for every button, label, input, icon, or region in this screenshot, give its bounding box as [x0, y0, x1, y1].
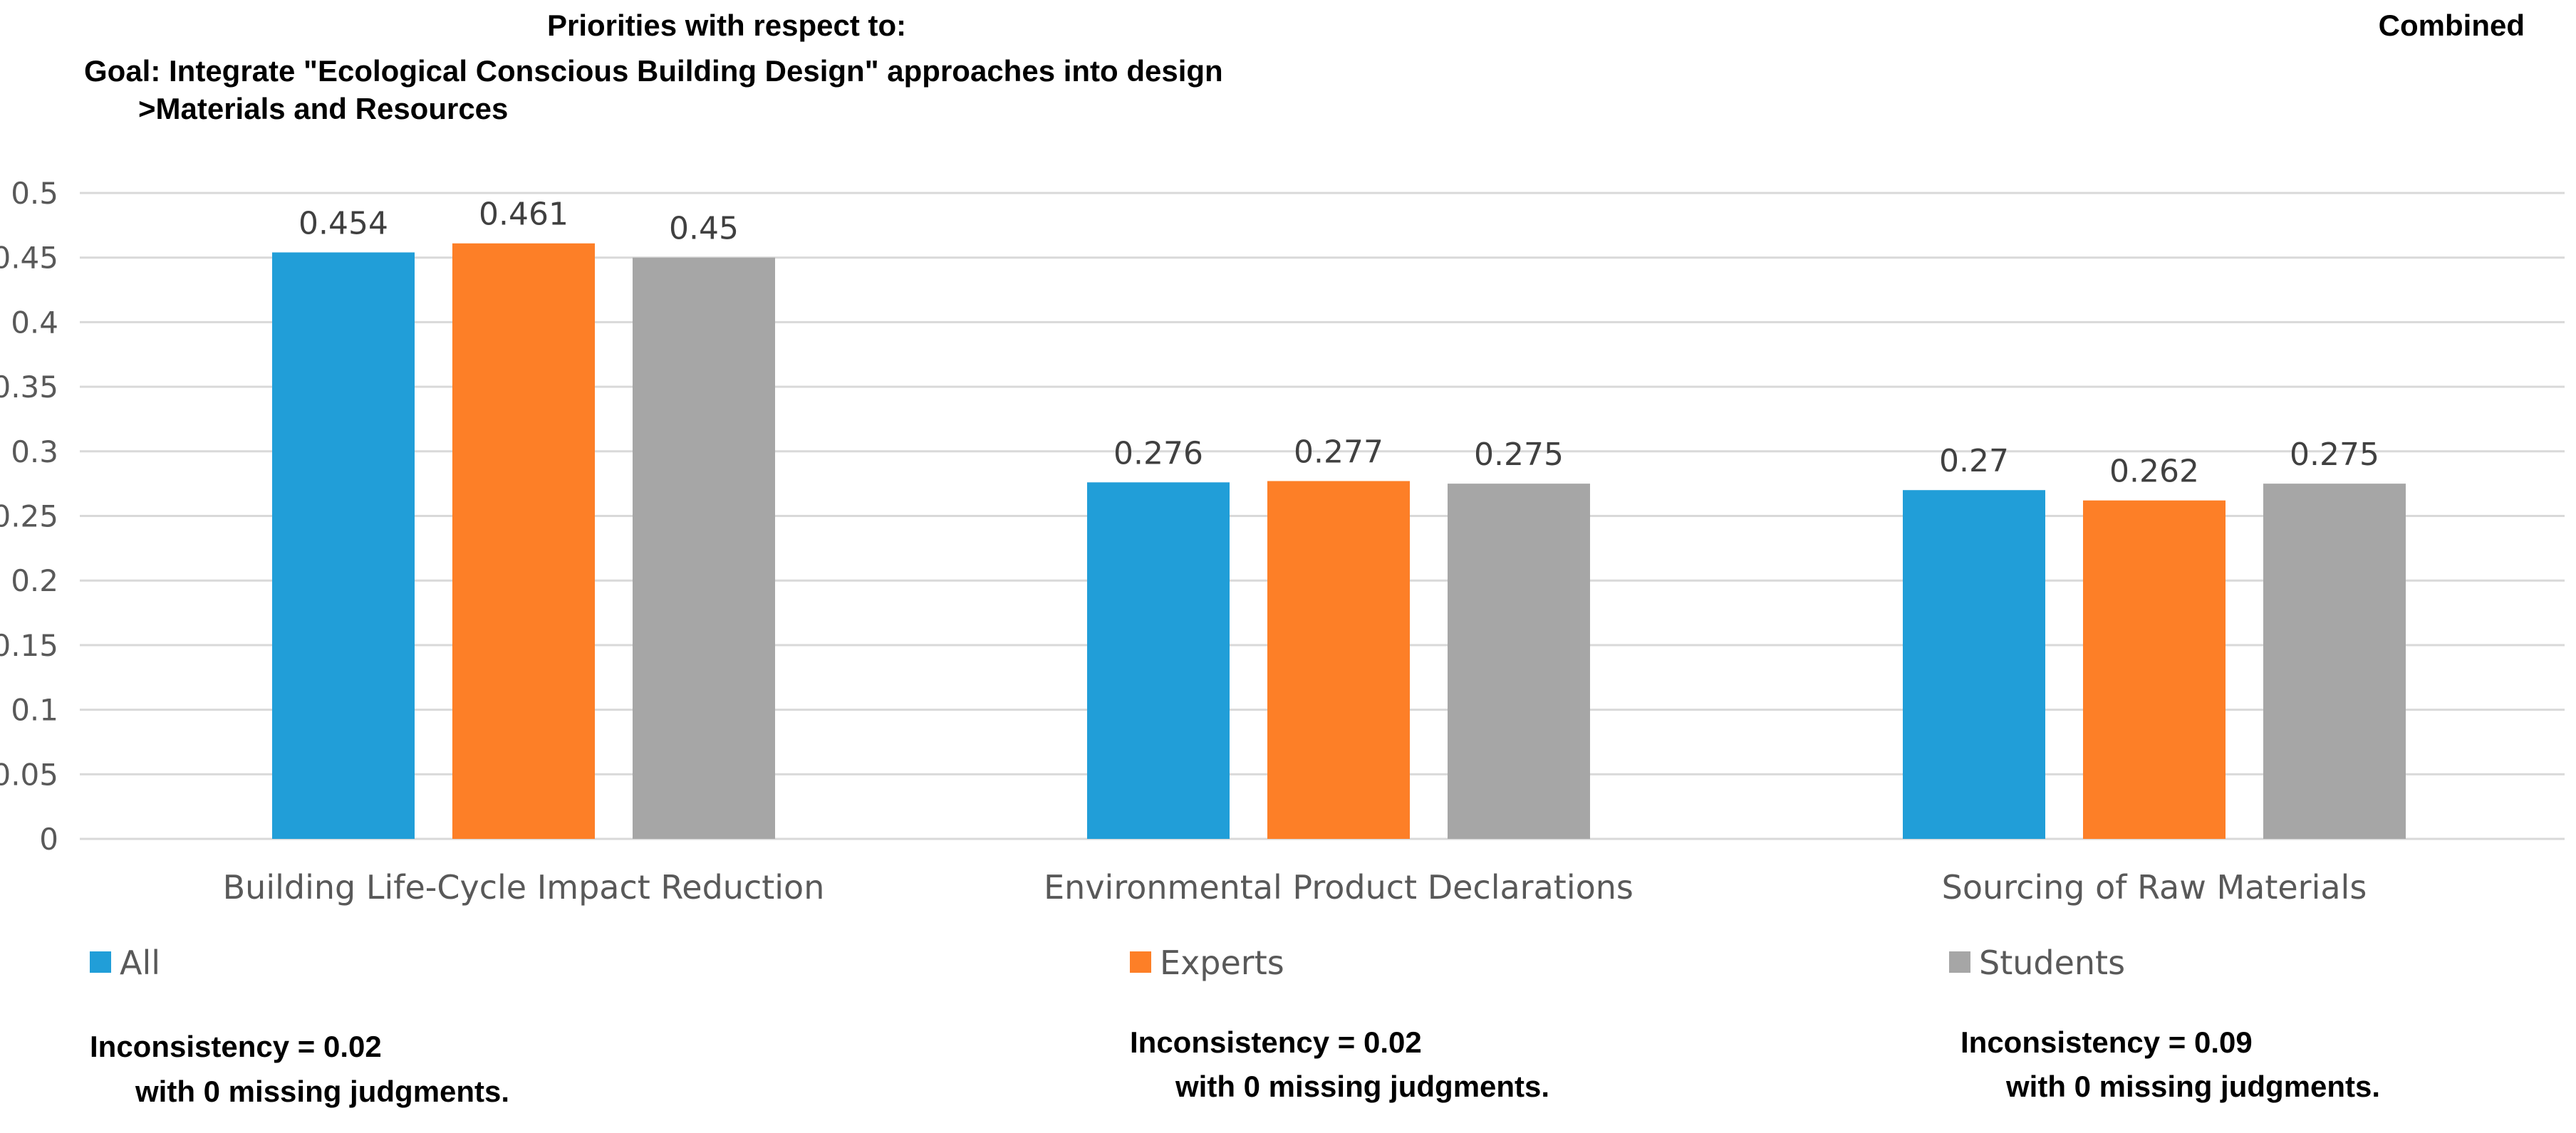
y-tick-label: 0.05 [0, 757, 58, 792]
legend-swatch-experts [1130, 951, 1151, 973]
y-tick-label: 0.25 [0, 499, 58, 534]
y-tick-label: 0.3 [11, 434, 58, 469]
missing-judgments-text-students: with 0 missing judgments. [2005, 1070, 2380, 1103]
inconsistency-text-experts: Inconsistency = 0.02 [1130, 1025, 1422, 1059]
inconsistency-notes: Inconsistency = 0.02 with 0 missing judgm… [90, 1025, 2380, 1108]
y-tick-label: 0.1 [11, 693, 58, 728]
x-axis-categories: Building Life-Cycle Impact Reduction Envi… [223, 868, 2367, 907]
y-tick-label: 0.5 [11, 176, 58, 211]
y-tick-label: 0.4 [11, 305, 58, 340]
data-label-experts-1: 0.461 [479, 197, 568, 233]
legend-swatch-students [1949, 951, 1970, 973]
legend-label-experts: Experts [1160, 944, 1284, 982]
y-tick-label: 0.15 [0, 628, 58, 663]
legend: All Experts Students [90, 944, 2125, 982]
y-axis-ticks: 0 0.05 0.1 0.15 0.2 0.25 0.3 0.35 0.4 0.45 0.5 [0, 176, 58, 857]
legend-swatch-all [90, 951, 111, 973]
data-label-all-3: 0.27 [1939, 443, 2009, 479]
inconsistency-text-all: Inconsistency = 0.02 [90, 1030, 382, 1063]
legend-label-students: Students [1979, 944, 2125, 982]
bar-all-3 [1903, 490, 2045, 839]
header-line-3: >Materials and Resources [138, 92, 508, 125]
header-line-2: Goal: Integrate "Ecological Conscious Bu… [84, 54, 1223, 88]
mode-label: Combined [2379, 9, 2525, 42]
bar-students-2 [1448, 484, 1590, 839]
bar-experts-1 [452, 243, 595, 840]
data-label-experts-2: 0.277 [1294, 434, 1383, 471]
bar-students-1 [633, 257, 775, 839]
inconsistency-text-students: Inconsistency = 0.09 [1960, 1025, 2253, 1059]
y-tick-label: 0.35 [0, 370, 58, 404]
missing-judgments-text-experts: with 0 missing judgments. [1175, 1070, 1549, 1103]
legend-label-all: All [120, 944, 160, 982]
missing-judgments-text-all: with 0 missing judgments. [135, 1075, 509, 1108]
data-label-students-1: 0.45 [669, 211, 739, 247]
y-tick-label: 0.2 [11, 563, 58, 598]
bar-students-3 [2263, 484, 2406, 839]
header-line-1: Priorities with respect to: [547, 9, 906, 42]
data-label-all-1: 0.454 [298, 205, 388, 241]
y-tick-label: 0 [39, 822, 58, 857]
data-label-students-2: 0.275 [1474, 437, 1564, 473]
bars [272, 243, 2406, 840]
bar-experts-2 [1267, 481, 1410, 839]
y-tick-label: 0.45 [0, 241, 58, 276]
data-label-experts-3: 0.262 [2109, 454, 2199, 490]
category-label: Building Life-Cycle Impact Reduction [223, 868, 825, 907]
bar-all-1 [272, 252, 415, 840]
bar-all-2 [1087, 482, 1230, 839]
data-labels: 0.454 0.461 0.45 0.276 0.277 0.275 0.27 0.262 0.… [298, 197, 2379, 490]
bar-experts-3 [2083, 500, 2226, 839]
category-label: Sourcing of Raw Materials [1942, 868, 2367, 907]
category-label: Environmental Product Declarations [1044, 868, 1634, 907]
data-label-all-2: 0.276 [1113, 435, 1203, 471]
data-label-students-3: 0.275 [2290, 437, 2379, 473]
